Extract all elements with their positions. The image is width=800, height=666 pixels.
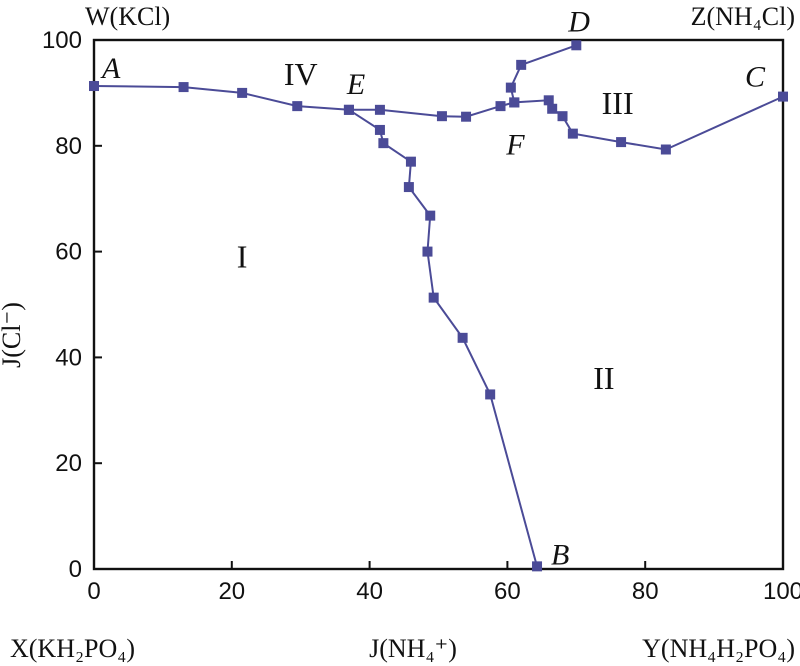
corner-label-bottom-left: X(KH₂PO₄) xyxy=(10,634,135,663)
y-axis-label: J(Cl⁻) xyxy=(0,302,26,368)
data-point xyxy=(543,95,554,106)
y-tick-label: 100 xyxy=(42,27,82,54)
data-point xyxy=(292,101,303,112)
corner-label-top-right: Z(NH₄Cl) xyxy=(691,2,795,31)
x-axis-label: J(NH₄⁺) xyxy=(369,634,457,663)
data-point xyxy=(532,561,543,572)
region-label: II xyxy=(593,360,614,396)
data-point xyxy=(378,138,389,149)
data-point xyxy=(428,292,439,303)
x-axis-ticks: 0 20 40 60 80 100 xyxy=(87,561,800,605)
data-point xyxy=(425,210,436,221)
point-label: D xyxy=(567,5,590,38)
data-point xyxy=(485,389,496,400)
x-tick-label: 20 xyxy=(218,578,245,605)
plot-frame xyxy=(92,38,785,571)
data-point xyxy=(571,40,582,51)
data-point xyxy=(547,103,558,114)
data-point xyxy=(660,144,671,155)
data-point xyxy=(237,87,248,98)
point-label: B xyxy=(551,538,569,571)
region-label: III xyxy=(602,85,634,121)
data-point xyxy=(557,111,568,122)
data-point xyxy=(616,137,627,148)
data-point xyxy=(178,82,189,93)
data-point xyxy=(374,104,385,115)
y-tick-label: 60 xyxy=(55,239,82,266)
data-point xyxy=(403,182,414,193)
y-tick-label: 80 xyxy=(55,133,82,160)
x-tick-label: 40 xyxy=(356,578,383,605)
data-point xyxy=(422,246,433,257)
region-label: I xyxy=(237,238,248,274)
series-line-2 xyxy=(348,108,538,567)
data-point xyxy=(374,124,385,135)
point-label: C xyxy=(745,61,766,94)
data-point xyxy=(457,332,468,343)
data-point xyxy=(436,111,447,122)
x-tick-label: 60 xyxy=(494,578,521,605)
point-label: F xyxy=(505,128,525,161)
y-tick-label: 0 xyxy=(69,556,82,583)
region-label: IV xyxy=(284,56,318,92)
corner-label-top-left: W(KCl) xyxy=(85,2,170,31)
x-tick-label: 0 xyxy=(87,578,100,605)
y-tick-label: 40 xyxy=(55,344,82,371)
data-point xyxy=(461,111,472,122)
point-labels: A B C D E F xyxy=(100,5,766,571)
data-series xyxy=(93,44,784,567)
y-tick-label: 20 xyxy=(55,450,82,477)
data-point xyxy=(778,91,788,102)
data-point xyxy=(495,101,506,112)
x-tick-label: 100 xyxy=(763,578,800,605)
x-tick-label: 80 xyxy=(632,578,659,605)
data-point xyxy=(567,128,578,139)
data-markers xyxy=(89,40,788,572)
point-label: E xyxy=(346,68,365,101)
series-line-3 xyxy=(509,44,577,103)
point-label: A xyxy=(100,52,121,85)
data-point xyxy=(509,97,520,108)
data-point xyxy=(343,104,354,115)
data-point xyxy=(505,82,516,93)
corner-label-bottom-right: Y(NH₄H₂PO₄) xyxy=(642,634,795,663)
data-point xyxy=(516,59,527,70)
data-point xyxy=(405,156,416,167)
data-point xyxy=(89,81,99,92)
y-axis-ticks: 0 20 40 60 80 100 xyxy=(42,27,102,583)
